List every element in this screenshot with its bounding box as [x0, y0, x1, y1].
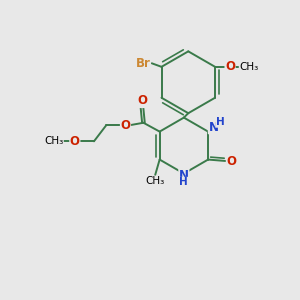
Text: N: N — [179, 169, 189, 182]
Text: CH₃: CH₃ — [146, 176, 165, 186]
Text: O: O — [70, 135, 80, 148]
Text: H: H — [216, 117, 225, 127]
Text: O: O — [137, 94, 147, 107]
Text: O: O — [226, 154, 236, 167]
Text: O: O — [225, 60, 235, 73]
Text: CH₃: CH₃ — [44, 136, 63, 146]
Text: CH₃: CH₃ — [239, 62, 259, 72]
Text: O: O — [121, 118, 130, 132]
Text: Br: Br — [136, 57, 150, 70]
Text: N: N — [208, 121, 218, 134]
Text: H: H — [179, 177, 188, 188]
